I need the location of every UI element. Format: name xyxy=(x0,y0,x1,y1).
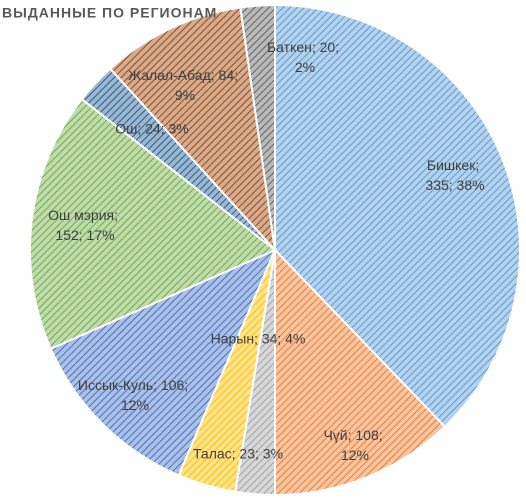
data-label: Ош; 24; 3% xyxy=(115,121,189,137)
data-label: Бишкек; 335; 38% xyxy=(425,157,484,193)
data-label: Иссык-Куль; 106; 12% xyxy=(78,377,192,413)
pie-slice xyxy=(29,97,277,351)
data-label: Чүй; 108; 12% xyxy=(323,427,386,463)
chart-title: ВЫДАННЫЕ ПО РЕГИОНАМ xyxy=(2,5,217,21)
data-label: Ош мэрия; 152; 17% xyxy=(48,207,122,243)
data-label: Нарын; 34; 4% xyxy=(211,331,306,347)
pie-slice xyxy=(274,247,447,497)
pie-slice xyxy=(49,248,277,477)
data-label: Талас; 23; 3% xyxy=(193,446,283,462)
pie-slice xyxy=(108,6,277,254)
pie-slice xyxy=(239,3,276,251)
data-label: Жалал-Абад; 84; 9% xyxy=(128,67,242,103)
data-label: Баткен; 20; 2% xyxy=(267,39,343,75)
pie-slice xyxy=(274,3,521,429)
